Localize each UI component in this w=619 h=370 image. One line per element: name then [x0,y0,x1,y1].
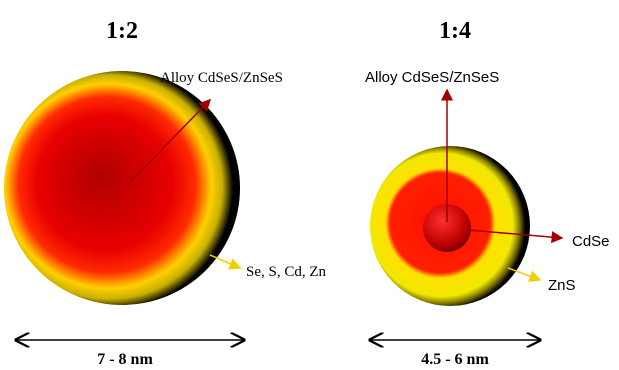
label: Alloy CdSeS/ZnSeS [365,69,499,86]
panel-title: 1:2 [106,18,138,44]
diagram: 1:2 Alloy CdSeS/ZnSeS Se, S, Cd, Zn 7 - … [0,0,619,370]
label: ZnS [548,277,576,294]
label: CdSe [572,233,610,250]
panel-title: 1:4 [439,18,471,44]
size-label: 7 - 8 nm [97,351,153,368]
label: Alloy CdSeS/ZnSeS [160,70,283,86]
size-label: 4.5 - 6 nm [421,351,489,368]
page: 1:2 Alloy CdSeS/ZnSeS Se, S, Cd, Zn 7 - … [0,0,619,370]
label: Se, S, Cd, Zn [246,264,327,280]
arrow [210,255,240,268]
